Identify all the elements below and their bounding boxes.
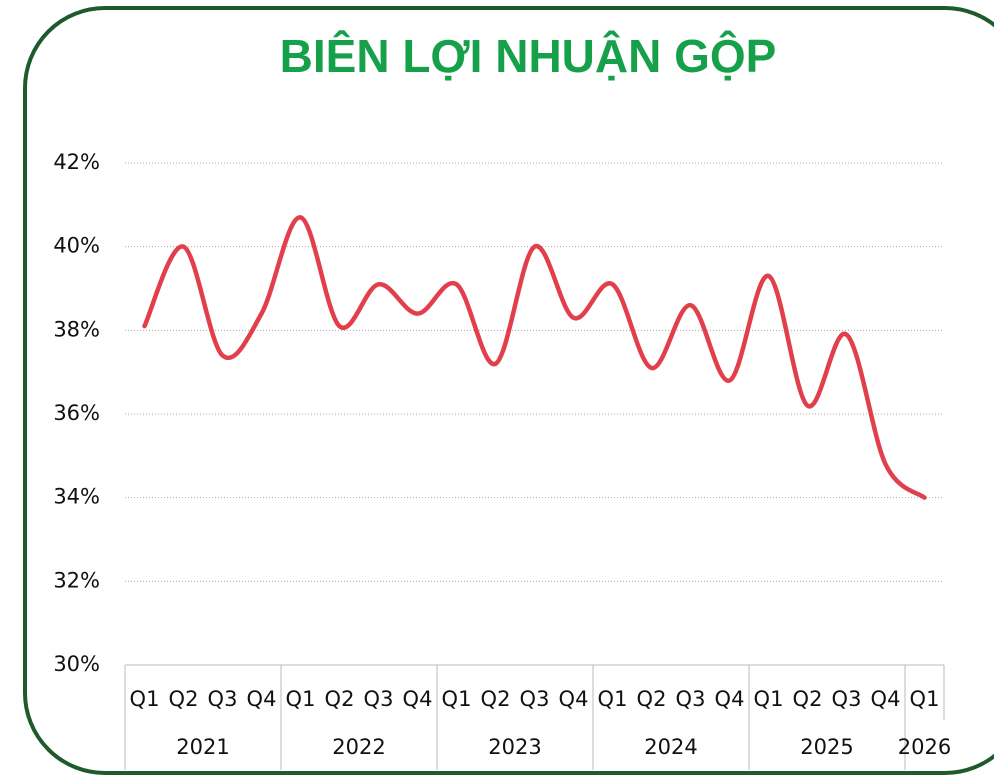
- x-tick-label: Q2: [325, 687, 355, 711]
- x-tick-label: Q3: [364, 687, 394, 711]
- x-tick-label: Q4: [559, 687, 589, 711]
- group-label: 2024: [644, 735, 697, 759]
- x-tick-label: Q1: [442, 687, 472, 711]
- x-tick-label: Q1: [598, 687, 628, 711]
- y-tick-label: 36%: [53, 401, 100, 425]
- y-tick-label: 38%: [53, 317, 100, 341]
- y-tick-label: 40%: [53, 234, 100, 258]
- x-tick-label: Q3: [520, 687, 550, 711]
- group-label: 2026: [898, 735, 951, 759]
- x-tick-label: Q1: [910, 687, 940, 711]
- chart-title: BIÊN LỢI NHUẬN GỘP: [280, 30, 777, 82]
- x-tick-label: Q3: [676, 687, 706, 711]
- x-tick-label: Q2: [637, 687, 667, 711]
- y-tick-label: 42%: [53, 150, 100, 174]
- y-tick-label: 30%: [53, 652, 100, 676]
- x-tick-label: Q4: [871, 687, 901, 711]
- y-tick-label: 34%: [53, 485, 100, 509]
- x-tick-label: Q2: [481, 687, 511, 711]
- x-tick-label: Q3: [832, 687, 862, 711]
- x-tick-label: Q1: [754, 687, 784, 711]
- x-tick-label: Q4: [715, 687, 745, 711]
- frame: [23, 6, 994, 775]
- x-tick-label: Q2: [169, 687, 199, 711]
- x-tick-label: Q4: [247, 687, 277, 711]
- x-tick-label: Q3: [208, 687, 238, 711]
- group-label: 2022: [332, 735, 385, 759]
- group-label: 2023: [488, 735, 541, 759]
- group-label: 2021: [176, 735, 229, 759]
- line-series: [142, 215, 927, 500]
- x-tick-label: Q1: [130, 687, 160, 711]
- x-tick-label: Q2: [793, 687, 823, 711]
- y-tick-label: 32%: [53, 568, 100, 592]
- x-tick-label: Q1: [286, 687, 316, 711]
- group-label: 2025: [800, 735, 853, 759]
- x-tick-label: Q4: [403, 687, 433, 711]
